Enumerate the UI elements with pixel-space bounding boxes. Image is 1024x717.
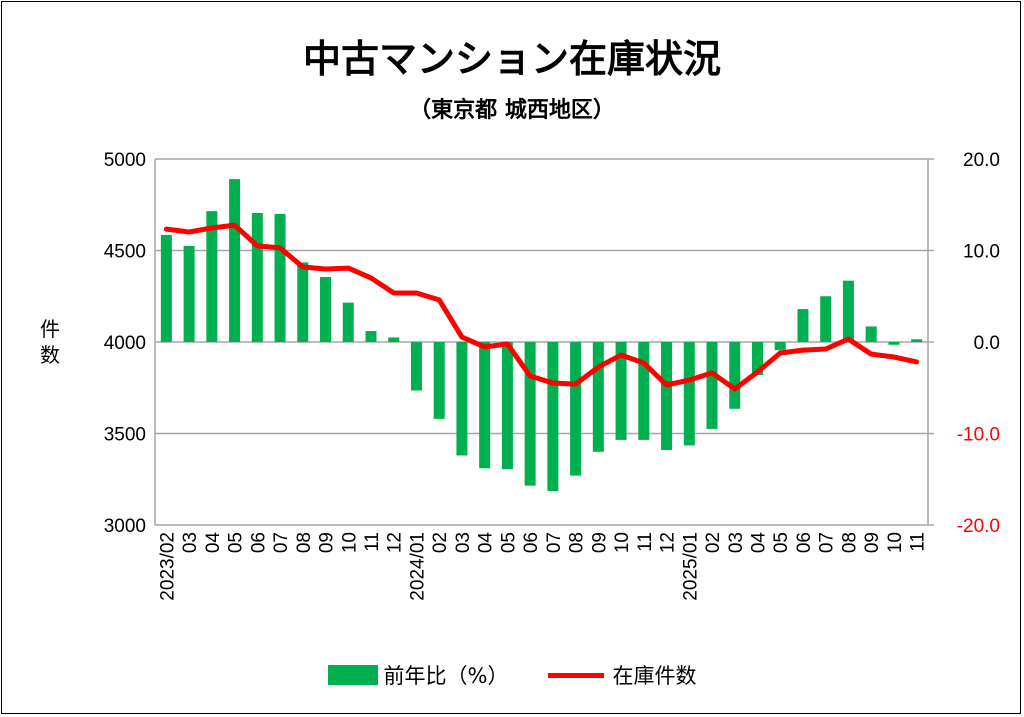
bar-yoy xyxy=(365,331,377,342)
right-tick-label: 10.0 xyxy=(963,242,1000,263)
bar-yoy xyxy=(729,342,741,409)
bar-yoy xyxy=(274,213,286,342)
x-tick-label: 12 xyxy=(385,532,406,553)
right-tick-label: 20.0 xyxy=(963,150,1000,171)
right-tick-label: -10.0 xyxy=(957,425,1000,446)
x-tick-label: 06 xyxy=(521,532,542,553)
legend-bar-label: 前年比（%） xyxy=(383,664,509,688)
bar-yoy xyxy=(661,342,673,450)
x-tick-label: 2024/01 xyxy=(407,532,428,601)
legend-line-swatch xyxy=(548,672,605,678)
x-tick-label: 05 xyxy=(771,532,792,553)
x-tick-label: 10 xyxy=(885,532,906,553)
left-tick-label: 4000 xyxy=(104,333,146,354)
bar-yoy xyxy=(774,342,786,351)
bar-yoy xyxy=(479,342,491,469)
bar-yoy xyxy=(320,277,332,342)
bar-yoy xyxy=(501,342,513,470)
x-tick-label: 05 xyxy=(498,532,519,553)
x-tick-label: 12 xyxy=(658,532,679,553)
x-tick-label: 09 xyxy=(589,532,610,553)
bar-yoy xyxy=(524,342,536,486)
bar-yoy xyxy=(547,342,559,492)
x-tick-label: 11 xyxy=(635,532,656,552)
bar-yoy xyxy=(433,342,445,419)
x-tick-label: 02 xyxy=(430,532,451,553)
x-tick-label: 09 xyxy=(317,532,338,553)
chart-title: 中古マンション在庫状況 xyxy=(302,37,721,81)
x-tick-label: 04 xyxy=(748,532,769,554)
x-tick-label: 2023/02 xyxy=(157,532,178,601)
bar-yoy xyxy=(911,339,923,342)
bar-yoy xyxy=(229,179,241,342)
x-tick-label: 07 xyxy=(544,532,565,553)
bar-yoy xyxy=(706,342,718,429)
x-tick-label: 08 xyxy=(567,532,588,553)
left-tick-label: 5000 xyxy=(104,150,146,171)
x-tick-label: 11 xyxy=(908,532,929,552)
left-tick-label: 4500 xyxy=(104,242,146,263)
bar-yoy xyxy=(842,280,854,342)
left-tick-label: 3000 xyxy=(104,516,146,537)
x-tick-label: 09 xyxy=(862,532,883,553)
x-tick-label: 08 xyxy=(294,532,315,553)
left-tick-label: 3500 xyxy=(104,425,146,446)
x-tick-label: 03 xyxy=(453,532,474,553)
x-tick-label: 06 xyxy=(248,532,269,553)
line-inventory xyxy=(163,222,920,392)
bar-yoy xyxy=(592,342,604,452)
x-tick-label: 10 xyxy=(612,532,633,553)
bar-yoy xyxy=(570,342,582,476)
bar-yoy xyxy=(820,296,832,342)
y-axis-label: 件 数 xyxy=(36,316,64,368)
legend: 前年比（%） 在庫件数 xyxy=(0,660,1024,690)
x-tick-label: 04 xyxy=(476,532,497,554)
y-axis-label-char: 数 xyxy=(40,343,60,367)
x-tick-label: 04 xyxy=(203,532,224,554)
x-tick-label: 07 xyxy=(271,532,292,553)
x-tick-label: 02 xyxy=(703,532,724,553)
bar-yoy xyxy=(888,342,900,345)
legend-bar-swatch xyxy=(327,665,378,685)
bar-yoy xyxy=(797,309,809,342)
y-axis-label-char: 件 xyxy=(40,317,60,341)
x-tick-label: 07 xyxy=(817,532,838,553)
x-tick-label: 03 xyxy=(180,532,201,553)
bar-yoy xyxy=(160,234,172,342)
bar-yoy xyxy=(615,342,627,440)
x-tick-label: 03 xyxy=(726,532,747,553)
legend-line-label: 在庫件数 xyxy=(612,664,697,688)
x-tick-label: 2025/01 xyxy=(680,532,701,601)
right-tick-label: -20.0 xyxy=(957,516,1000,537)
bar-yoy xyxy=(206,211,218,342)
right-tick-label: 0.0 xyxy=(974,333,1000,354)
x-tick-label: 08 xyxy=(839,532,860,553)
bar-yoy xyxy=(342,302,354,342)
bar-yoy xyxy=(751,342,763,375)
x-tick-label: 05 xyxy=(226,532,247,553)
bar-yoy xyxy=(683,342,695,446)
bar-yoy xyxy=(183,245,195,342)
x-tick-label: 11 xyxy=(362,532,383,552)
bar-yoy xyxy=(251,212,263,342)
bar-yoy xyxy=(638,342,650,440)
bar-yoy xyxy=(456,342,468,456)
bar-yoy xyxy=(410,342,422,391)
bar-yoy xyxy=(297,262,309,342)
x-tick-label: 10 xyxy=(339,532,360,553)
bar-yoy xyxy=(865,326,877,342)
x-tick-label: 06 xyxy=(794,532,815,553)
chart-subtitle: （東京都 城西地区） xyxy=(409,98,615,123)
bar-yoy xyxy=(388,337,400,342)
